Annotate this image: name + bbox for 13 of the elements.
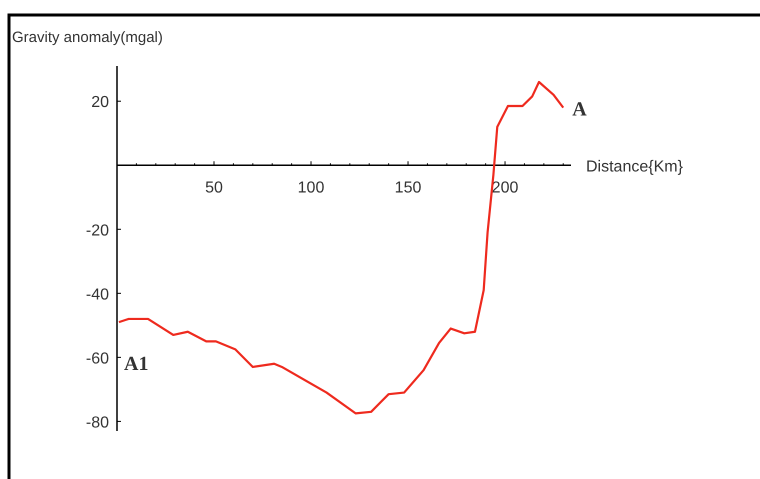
x-tick-label: 150 (394, 179, 422, 196)
annotation: A (572, 98, 588, 121)
x-tick-label: 100 (298, 179, 324, 196)
y-tick-label: -60 (86, 350, 110, 368)
annotation: A1 (124, 353, 148, 376)
x-axis-title: Distance{Km} (586, 158, 684, 176)
y-tick-label: 20 (91, 94, 110, 112)
y-tick-label: -20 (86, 222, 110, 240)
y-axis-title: Gravity anomaly(mgal) (12, 29, 163, 46)
y-tick-label: -40 (86, 286, 110, 304)
y-tick-label: -80 (86, 414, 110, 432)
line-series (118, 80, 564, 414)
x-tick-label: 50 (205, 179, 224, 196)
